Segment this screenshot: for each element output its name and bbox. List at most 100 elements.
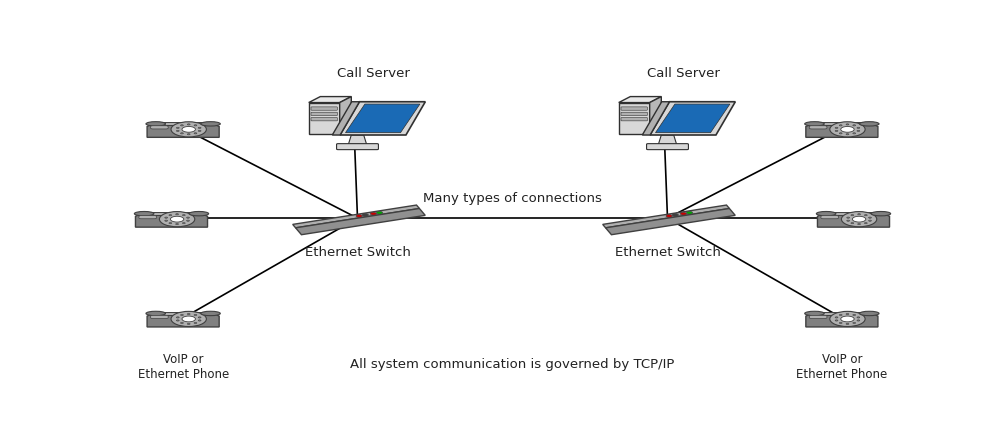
Circle shape (182, 222, 185, 224)
Text: Ethernet Switch: Ethernet Switch (305, 246, 410, 260)
Circle shape (830, 122, 865, 137)
Circle shape (176, 317, 179, 318)
Text: Ethernet Switch: Ethernet Switch (615, 246, 720, 260)
FancyBboxPatch shape (621, 112, 647, 115)
Circle shape (839, 133, 842, 134)
Circle shape (841, 127, 854, 132)
Polygon shape (619, 102, 650, 134)
Circle shape (176, 127, 179, 128)
Circle shape (187, 313, 190, 314)
Text: Call Server: Call Server (337, 67, 409, 80)
Circle shape (159, 212, 195, 227)
Polygon shape (603, 205, 729, 228)
Circle shape (864, 222, 867, 224)
Circle shape (194, 322, 197, 324)
Circle shape (187, 323, 190, 324)
Circle shape (835, 127, 838, 128)
Ellipse shape (859, 311, 879, 316)
Circle shape (680, 213, 686, 215)
FancyBboxPatch shape (821, 216, 839, 219)
Polygon shape (826, 212, 881, 215)
Circle shape (869, 220, 871, 221)
Text: All system communication is governed by TCP/IP: All system communication is governed by … (350, 358, 675, 371)
Polygon shape (135, 214, 208, 227)
Circle shape (846, 124, 849, 125)
Circle shape (176, 130, 179, 131)
Circle shape (182, 127, 195, 132)
Circle shape (176, 213, 178, 215)
Circle shape (165, 217, 168, 218)
Circle shape (194, 314, 197, 315)
Polygon shape (814, 122, 869, 125)
Polygon shape (156, 122, 211, 125)
FancyBboxPatch shape (337, 144, 378, 149)
Circle shape (187, 133, 190, 135)
Text: Call Server: Call Server (647, 67, 719, 80)
Circle shape (171, 122, 206, 137)
Circle shape (182, 316, 195, 322)
Circle shape (356, 215, 362, 217)
Circle shape (839, 125, 842, 126)
Ellipse shape (859, 122, 879, 126)
Polygon shape (340, 102, 425, 135)
Circle shape (169, 222, 172, 224)
FancyBboxPatch shape (647, 144, 688, 149)
Polygon shape (309, 102, 340, 134)
Circle shape (858, 213, 860, 215)
Circle shape (835, 320, 838, 321)
Polygon shape (309, 97, 351, 102)
Ellipse shape (871, 212, 891, 216)
Circle shape (181, 133, 183, 134)
Circle shape (362, 214, 368, 216)
Circle shape (851, 215, 854, 216)
Ellipse shape (146, 311, 166, 316)
Ellipse shape (189, 212, 209, 216)
Polygon shape (655, 104, 730, 133)
Circle shape (858, 223, 860, 225)
Circle shape (846, 323, 849, 324)
Circle shape (176, 223, 178, 225)
Circle shape (835, 130, 838, 131)
Polygon shape (345, 104, 420, 133)
Ellipse shape (805, 311, 824, 316)
Polygon shape (348, 135, 367, 145)
Polygon shape (144, 212, 199, 215)
Polygon shape (332, 102, 359, 135)
Circle shape (198, 317, 201, 318)
Circle shape (857, 130, 860, 131)
Polygon shape (650, 102, 735, 135)
Circle shape (853, 314, 856, 315)
Circle shape (187, 220, 189, 221)
Circle shape (666, 215, 672, 217)
Polygon shape (296, 209, 425, 235)
Polygon shape (814, 312, 869, 315)
Circle shape (852, 216, 866, 222)
Circle shape (181, 125, 183, 126)
Circle shape (853, 125, 856, 126)
Circle shape (830, 311, 865, 327)
FancyBboxPatch shape (139, 216, 157, 219)
Circle shape (198, 127, 201, 128)
FancyBboxPatch shape (311, 118, 337, 121)
Text: VoIP or
Ethernet Phone: VoIP or Ethernet Phone (138, 353, 229, 381)
Circle shape (182, 215, 185, 216)
Polygon shape (642, 102, 669, 135)
Circle shape (176, 320, 179, 321)
Polygon shape (156, 312, 211, 315)
Circle shape (841, 316, 854, 322)
Circle shape (181, 314, 183, 315)
FancyBboxPatch shape (621, 107, 647, 110)
Ellipse shape (134, 212, 154, 216)
Circle shape (370, 213, 376, 215)
FancyBboxPatch shape (809, 126, 827, 129)
FancyBboxPatch shape (151, 315, 168, 318)
FancyBboxPatch shape (151, 126, 168, 129)
Circle shape (194, 133, 197, 134)
FancyBboxPatch shape (311, 107, 337, 110)
FancyBboxPatch shape (311, 112, 337, 115)
Polygon shape (619, 97, 661, 102)
Ellipse shape (146, 122, 166, 126)
Circle shape (857, 320, 860, 321)
Polygon shape (806, 314, 878, 327)
Ellipse shape (816, 212, 836, 216)
